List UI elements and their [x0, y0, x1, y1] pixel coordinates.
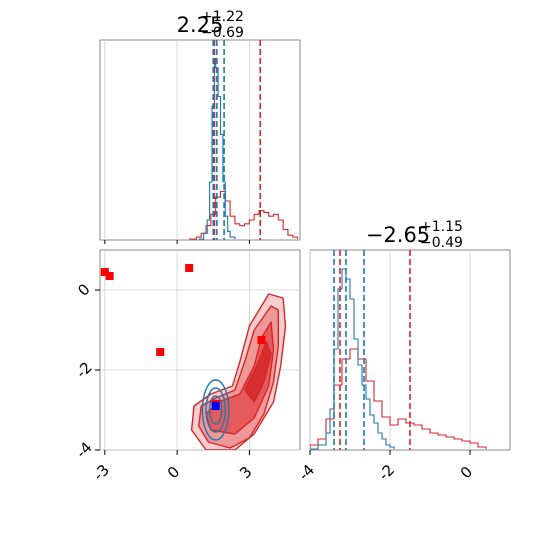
title-param-a: 2.25	[177, 13, 224, 37]
tick-label-x-param-a-0: -3	[90, 461, 113, 484]
title-param-b-minus: −0.49	[420, 235, 463, 251]
tick-label-x-param-b-0: -4	[295, 461, 318, 484]
tick-label-x-param-a-2: 3	[236, 463, 255, 482]
histogram-red-b	[310, 348, 487, 449]
contour-blue-2	[208, 395, 223, 425]
title-param-b: −2.65	[366, 223, 430, 247]
red-marker-4	[257, 336, 266, 344]
red-marker-0	[100, 268, 109, 276]
title-param-a-plus: +1.22	[201, 9, 244, 25]
histogram-blue-b	[310, 268, 395, 450]
joint-panel: -3 0 3 -4 -2 0	[72, 240, 301, 484]
contour-blue-1	[205, 387, 227, 433]
red-marker-3	[156, 348, 165, 356]
tick-label-x-param-b-2: 0	[457, 463, 476, 482]
title-param-a-minus: −0.69	[201, 25, 244, 41]
tick-label-y-param-b-0: -4	[72, 438, 95, 461]
contour-blue-0	[201, 379, 230, 441]
tick-label-y-param-b-2: 0	[74, 280, 93, 299]
red-marker-2	[185, 264, 194, 272]
marginal-panel-b: -4 -2 0	[295, 249, 511, 484]
marginal-panel-a	[99, 39, 301, 241]
tick-label-y-param-b-1: -2	[72, 358, 95, 381]
histogram-red-a	[189, 190, 299, 240]
histogram-blue-a	[198, 57, 236, 240]
red-marker-1	[105, 272, 114, 280]
title-param-b-plus: +1.15	[420, 219, 463, 235]
contour-red-3	[243, 341, 272, 403]
tick-label-x-param-b-1: -2	[375, 461, 398, 484]
blue-marker	[211, 402, 220, 410]
tick-label-x-param-a-1: 0	[164, 463, 183, 482]
